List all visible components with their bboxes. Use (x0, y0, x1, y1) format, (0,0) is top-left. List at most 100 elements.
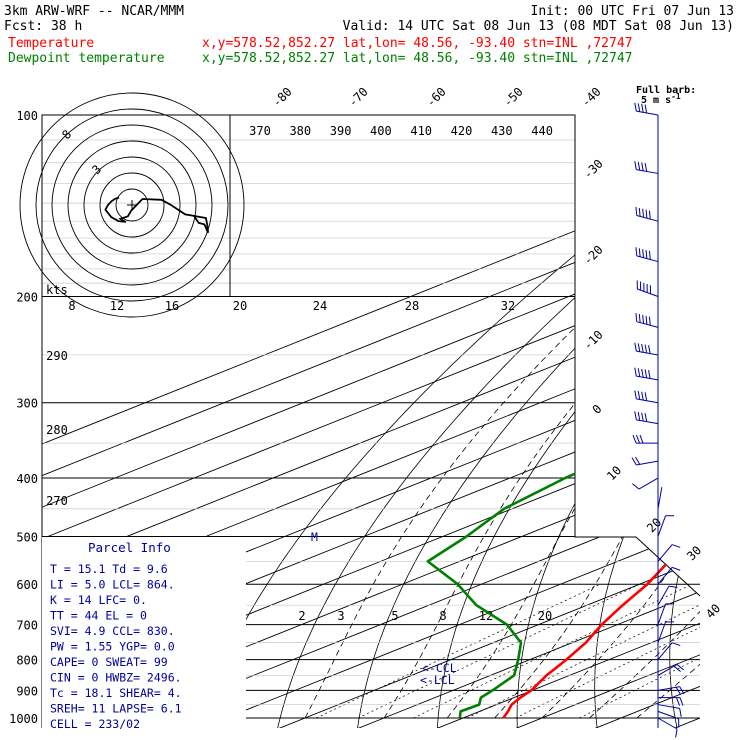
pressure-label: 900 (16, 684, 38, 698)
isotherm (667, 115, 700, 728)
isotherm-label: -80 (270, 85, 295, 110)
wind-barb (636, 321, 659, 328)
hodograph-ring (83, 156, 181, 254)
wind-barb-flag (676, 697, 680, 706)
wind-barb-flag (675, 728, 678, 738)
dry-adiabat (669, 115, 700, 728)
wind-barb-flag (679, 686, 685, 695)
wind-barb (636, 419, 659, 425)
parcel-info-row: LI = 5.0 LCL= 864. (50, 578, 175, 592)
parcel-info-panel: Parcel Info T = 15.1 Td = 9.6 LI = 5.0 LC… (42, 537, 246, 731)
wind-barb (657, 664, 678, 676)
isotherm (509, 115, 700, 728)
mixing-ratio-line (413, 583, 693, 719)
wind-barb-flag (641, 103, 644, 113)
hodograph-trace (104, 196, 209, 234)
isotherm-label: 40 (703, 601, 723, 621)
isotherm-label: 10 (604, 463, 624, 483)
isotherm-label: 30 (684, 543, 704, 563)
pressure-label: 700 (16, 619, 38, 633)
wind-barb-flag (644, 392, 648, 401)
temperature-line (502, 115, 700, 719)
parcel-info-row: CELL = 233/02 (50, 717, 140, 731)
wind-barb-flag (637, 343, 641, 352)
mixing-ratio-label: 3 (337, 609, 344, 623)
isotherm (42, 115, 700, 728)
hodograph-ring-label: 16 (165, 299, 179, 313)
wind-barb-flag (637, 103, 641, 112)
pressure-label: 400 (16, 472, 38, 486)
wind-barb-flag (645, 250, 648, 259)
wind-barb (636, 350, 659, 356)
isotherm-label: -40 (579, 85, 604, 110)
wind-barb-flag (632, 434, 637, 444)
barb-legend-units: 5 m s-1 (641, 92, 681, 106)
dry-adiabat (516, 115, 700, 728)
wind-barb-flag (632, 483, 640, 490)
wind-barb (636, 460, 659, 466)
legend-temperature-location: x,y=578.52,852.27 lat,lon= 48.56, -93.40… (202, 36, 632, 51)
isotherm (42, 115, 700, 728)
wind-barb-flag (671, 642, 681, 647)
hodograph-ring-label: 24 (313, 299, 327, 313)
dewpoint-line (426, 115, 700, 719)
theta-label: 280 (46, 423, 68, 437)
wind-barb (636, 169, 659, 174)
dry-adiabat (196, 115, 700, 728)
wind-barb-flag (634, 102, 637, 112)
init-time: Init: 00 UTC Fri 07 Jun 13 (531, 4, 735, 19)
theta-label: 440 (531, 124, 553, 138)
pressure-label: 500 (16, 530, 38, 544)
wind-barb-flag (642, 208, 645, 218)
wind-barb (657, 717, 678, 730)
wind-barb-flag (636, 434, 640, 444)
mixing-ratio-line (316, 583, 601, 719)
wind-barb (657, 585, 670, 606)
theta-label: 290 (46, 349, 68, 363)
wind-barb (636, 255, 659, 263)
wind-barb-flag (641, 412, 644, 422)
wind-barb-flag (634, 390, 637, 399)
isotherm-label: -30 (581, 157, 606, 182)
parcel-info-row: TT = 44 EL = 0 (50, 609, 147, 623)
theta-label: 420 (451, 124, 473, 138)
wind-barb (657, 621, 666, 643)
wind-barb-flag (641, 343, 644, 353)
wind-barb (636, 398, 659, 404)
isotherm (42, 115, 700, 728)
pressure-label: 800 (16, 654, 38, 668)
wind-barb-flag (634, 161, 637, 170)
theta-label: 270 (46, 494, 68, 508)
plot-frame (41, 114, 701, 728)
ccl-label: <-CCL (422, 661, 457, 675)
wind-barb (657, 704, 680, 709)
pressure-label: 1000 (9, 712, 38, 726)
parcel-m-label: M (311, 530, 318, 544)
wind-barb-flag (644, 413, 648, 422)
moist-adiabat (589, 296, 700, 719)
theta-label: 380 (289, 124, 311, 138)
hodograph-kts-label: kts (46, 283, 68, 297)
wind-barb-flag (644, 369, 648, 379)
wind-barb-flag (648, 345, 651, 354)
isotherm (42, 115, 700, 728)
moist-adiabat (304, 296, 608, 719)
wind-barb-flag (671, 544, 681, 548)
wind-barb-flag (671, 566, 681, 571)
isotherm-label: 20 (644, 515, 664, 535)
isotherm (351, 115, 700, 728)
wind-barb (636, 375, 659, 381)
isotherm (114, 115, 700, 728)
wind-barb-flag (644, 162, 648, 172)
barb-legend-units-text: 5 m s (641, 95, 671, 106)
wind-barb-flag (644, 344, 648, 354)
annotations: <-CCL<-LCL M (311, 530, 457, 687)
parcel-info-background (42, 537, 246, 728)
wind-barb-flag (635, 206, 638, 216)
mixing-ratio-label: 2 (298, 609, 305, 623)
theta-label: 390 (330, 124, 352, 138)
hodograph-ring-label: 32 (501, 299, 515, 313)
moist-adiabat (541, 296, 700, 719)
isotherm (272, 115, 700, 728)
